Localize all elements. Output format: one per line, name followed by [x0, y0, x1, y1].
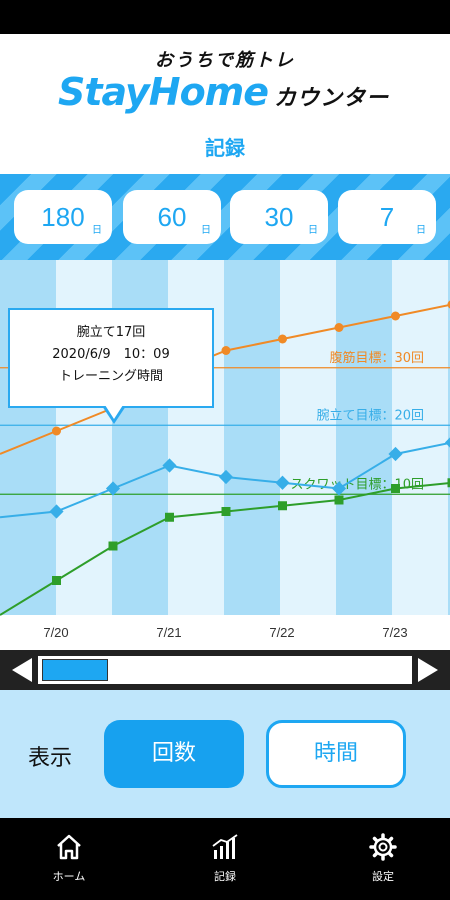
data-point — [444, 435, 450, 450]
chart-scrollbar — [0, 650, 450, 690]
tooltip-line2: 2020/6/9 10：09 — [52, 347, 170, 362]
data-point — [331, 481, 347, 496]
counter-band: 180 日 60 日 30 日 7 日 — [0, 174, 450, 260]
chart-stripe — [224, 260, 280, 615]
display-label: 表示 — [28, 746, 73, 771]
axis-area — [0, 615, 450, 650]
scroll-thumb[interactable] — [42, 659, 108, 681]
data-point — [278, 501, 287, 511]
data-point — [162, 458, 177, 473]
home-icon — [57, 834, 81, 860]
chart-tooltip: 腕立て17回 2020/6/9 10：09 トレーニング時間 — [8, 308, 214, 424]
counter-value: 30 — [264, 201, 294, 232]
app-subtitle: おうちで筋トレ — [155, 50, 295, 71]
chart-stripe — [336, 260, 392, 615]
goal-label: 腹筋目標：30回 — [329, 350, 424, 366]
chart-icon — [212, 834, 238, 859]
nav-item-home[interactable]: ホーム — [24, 832, 114, 884]
data-point — [388, 446, 403, 462]
page-title: 記録 — [205, 136, 245, 160]
bottom-nav: ホーム 記録 設定 — [0, 818, 450, 900]
counter-unit: 日 — [201, 225, 211, 236]
data-point — [52, 576, 61, 585]
data-point — [278, 334, 287, 344]
data-point — [275, 475, 290, 490]
nav-item-record[interactable]: 記録 — [180, 832, 270, 884]
data-point — [105, 481, 121, 496]
app-logo: StayHome カウンター — [58, 70, 389, 118]
x-tick-label: 7/20 — [43, 625, 68, 640]
counter-unit: 日 — [308, 225, 318, 236]
counter-unit: 日 — [92, 225, 102, 236]
data-point — [108, 541, 118, 551]
data-point — [447, 478, 450, 488]
counter-value: 180 — [41, 201, 85, 232]
scroll-right-icon[interactable] — [418, 658, 438, 682]
status-bar — [0, 0, 450, 34]
data-point — [221, 507, 231, 516]
x-tick-label: 7/22 — [269, 625, 294, 640]
nav-label: ホーム — [52, 870, 86, 883]
x-tick-label: 7/21 — [156, 625, 181, 640]
scroll-track[interactable] — [38, 656, 412, 684]
logo-main-text: StayHome — [58, 70, 269, 114]
data-point — [391, 484, 400, 493]
counter-unit: 日 — [416, 225, 426, 236]
tooltip-line1: 腕立て17回 — [76, 325, 146, 340]
counter-180: 180 日 — [14, 190, 112, 244]
data-point — [52, 426, 61, 436]
data-point — [165, 512, 174, 522]
data-point — [49, 504, 64, 519]
data-point — [218, 469, 234, 485]
data-point — [334, 323, 344, 332]
nav-label: 記録 — [214, 870, 236, 883]
scroll-left-icon[interactable] — [12, 658, 32, 682]
header: おうちで筋トレ StayHome カウンター 記録 — [0, 34, 450, 174]
data-point — [221, 346, 231, 355]
counter-60: 60 日 — [123, 190, 221, 244]
chart-stripe — [448, 260, 450, 615]
data-point — [447, 300, 450, 309]
display-toggle: 表示 回数 時間 — [0, 690, 450, 818]
tooltip-line3: トレーニング時間 — [58, 369, 163, 384]
nav-label: 設定 — [372, 870, 394, 883]
time-button[interactable]: 時間 — [266, 720, 406, 788]
counter-30: 30 日 — [230, 190, 328, 244]
counter-value: 7 — [379, 201, 395, 232]
x-tick-label: 7/23 — [382, 625, 407, 640]
counter-value: 60 — [157, 201, 187, 232]
logo-sub-text: カウンター — [274, 86, 390, 111]
goal-label: 腕立て目標：20回 — [316, 407, 424, 423]
data-point — [334, 495, 344, 505]
nav-item-settings[interactable]: 設定 — [338, 832, 428, 884]
count-button[interactable]: 回数 — [104, 720, 244, 788]
counter-7: 7 日 — [338, 190, 436, 244]
record-chart[interactable]: 7/20 7/21 7/22 7/23 腹筋目標：30回 腕立て目標：20回 スクワット目標… — [0, 260, 450, 650]
data-point — [391, 311, 400, 321]
gear-icon — [369, 833, 397, 861]
